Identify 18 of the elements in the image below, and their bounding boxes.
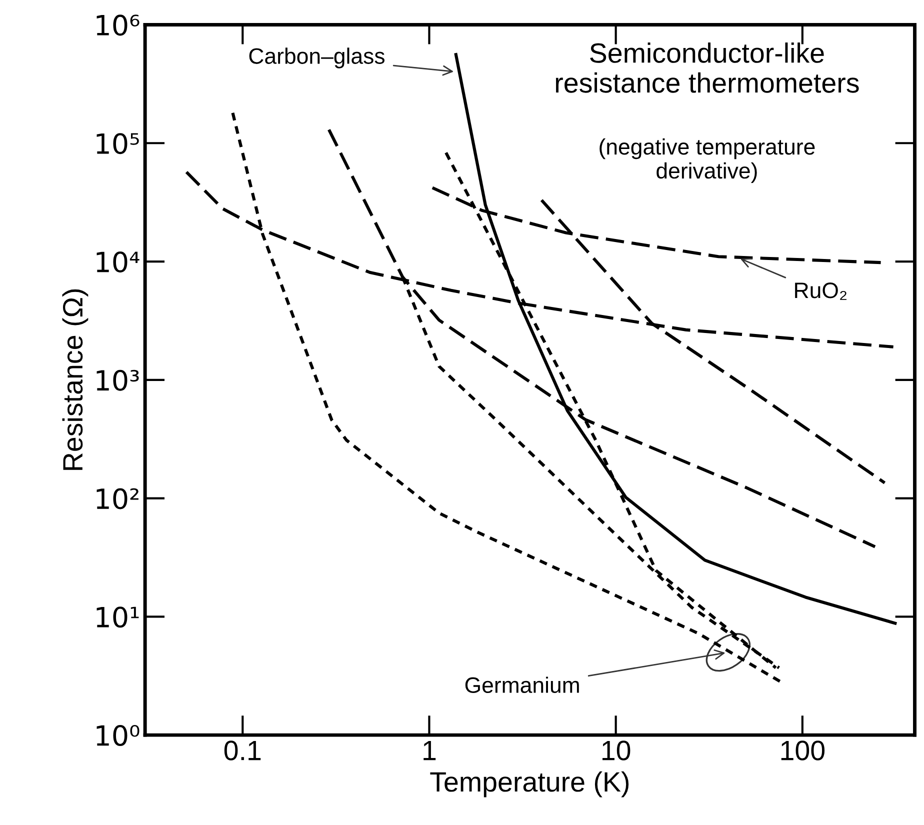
y-tick-label: 10³	[96, 370, 139, 391]
x-tick-label: 1	[424, 740, 436, 760]
annotation: RuO₂	[795, 282, 846, 300]
y-tick-label: 10²	[96, 488, 138, 510]
x-tick-label: 0.1	[224, 740, 261, 760]
text: (negative temperature derivative)	[600, 138, 815, 184]
x-axis-title: Temperature (K)	[430, 771, 629, 798]
y-tick-label: 10⁵	[96, 133, 139, 154]
y-tick-label: 10¹	[96, 606, 139, 628]
y-tick-label: 10⁶	[96, 14, 140, 36]
annotation: Carbon–glass	[249, 48, 384, 68]
x-tick-label: 10	[602, 740, 630, 760]
text: Semiconductor-like resistance thermometers	[556, 42, 859, 93]
y-axis-title: Resistance (Ω)	[62, 289, 88, 470]
y-tick-label: 10⁰	[96, 725, 140, 746]
y-tick-label: 10⁴	[96, 251, 140, 272]
x-tick-label: 100	[781, 740, 825, 760]
annotation: Germanium	[465, 676, 579, 694]
